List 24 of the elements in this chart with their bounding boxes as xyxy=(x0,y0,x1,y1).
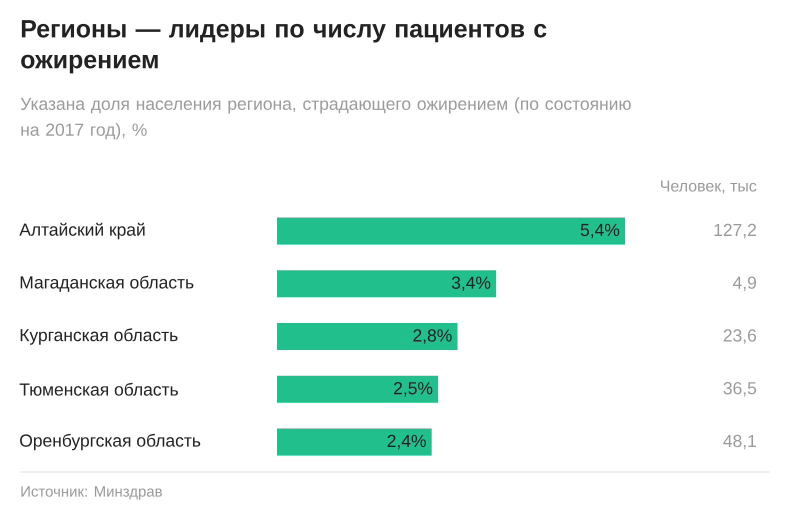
text: 23,6 xyxy=(724,329,756,344)
text: Источник: Минздрав xyxy=(21,486,162,500)
text: Человек, тыс xyxy=(661,180,756,194)
bar xyxy=(277,428,432,456)
y-tick-label: Оренбургская область xyxy=(20,434,200,450)
bar xyxy=(277,217,626,244)
y-tick-label: Магаданская область xyxy=(20,276,194,292)
data-label: 2,5% xyxy=(394,382,432,396)
data-label: 2,4% xyxy=(388,434,426,450)
y-tick-label: Тюменская область xyxy=(20,382,178,396)
text: 4,9 xyxy=(732,276,756,291)
text: 48,1 xyxy=(723,434,756,450)
data-label: 2,8% xyxy=(413,329,452,344)
data-label: 3,4% xyxy=(452,276,490,291)
y-tick-label: Курганская область xyxy=(20,328,178,345)
text: 127,2 xyxy=(714,224,756,238)
bar xyxy=(277,322,458,350)
bar xyxy=(277,376,438,403)
data-label: 5,4% xyxy=(580,224,620,238)
bar xyxy=(277,270,496,298)
chart-title: Регионы — лидеры по числу пациентов с ожирением xyxy=(21,20,546,74)
chart-subtitle: Указана доля населения региона, страдающего ожирением (по состоянию на 2017 год), % xyxy=(20,97,631,140)
text: 36,5 xyxy=(724,382,756,396)
y-tick-label: Алтайский край xyxy=(19,222,145,240)
